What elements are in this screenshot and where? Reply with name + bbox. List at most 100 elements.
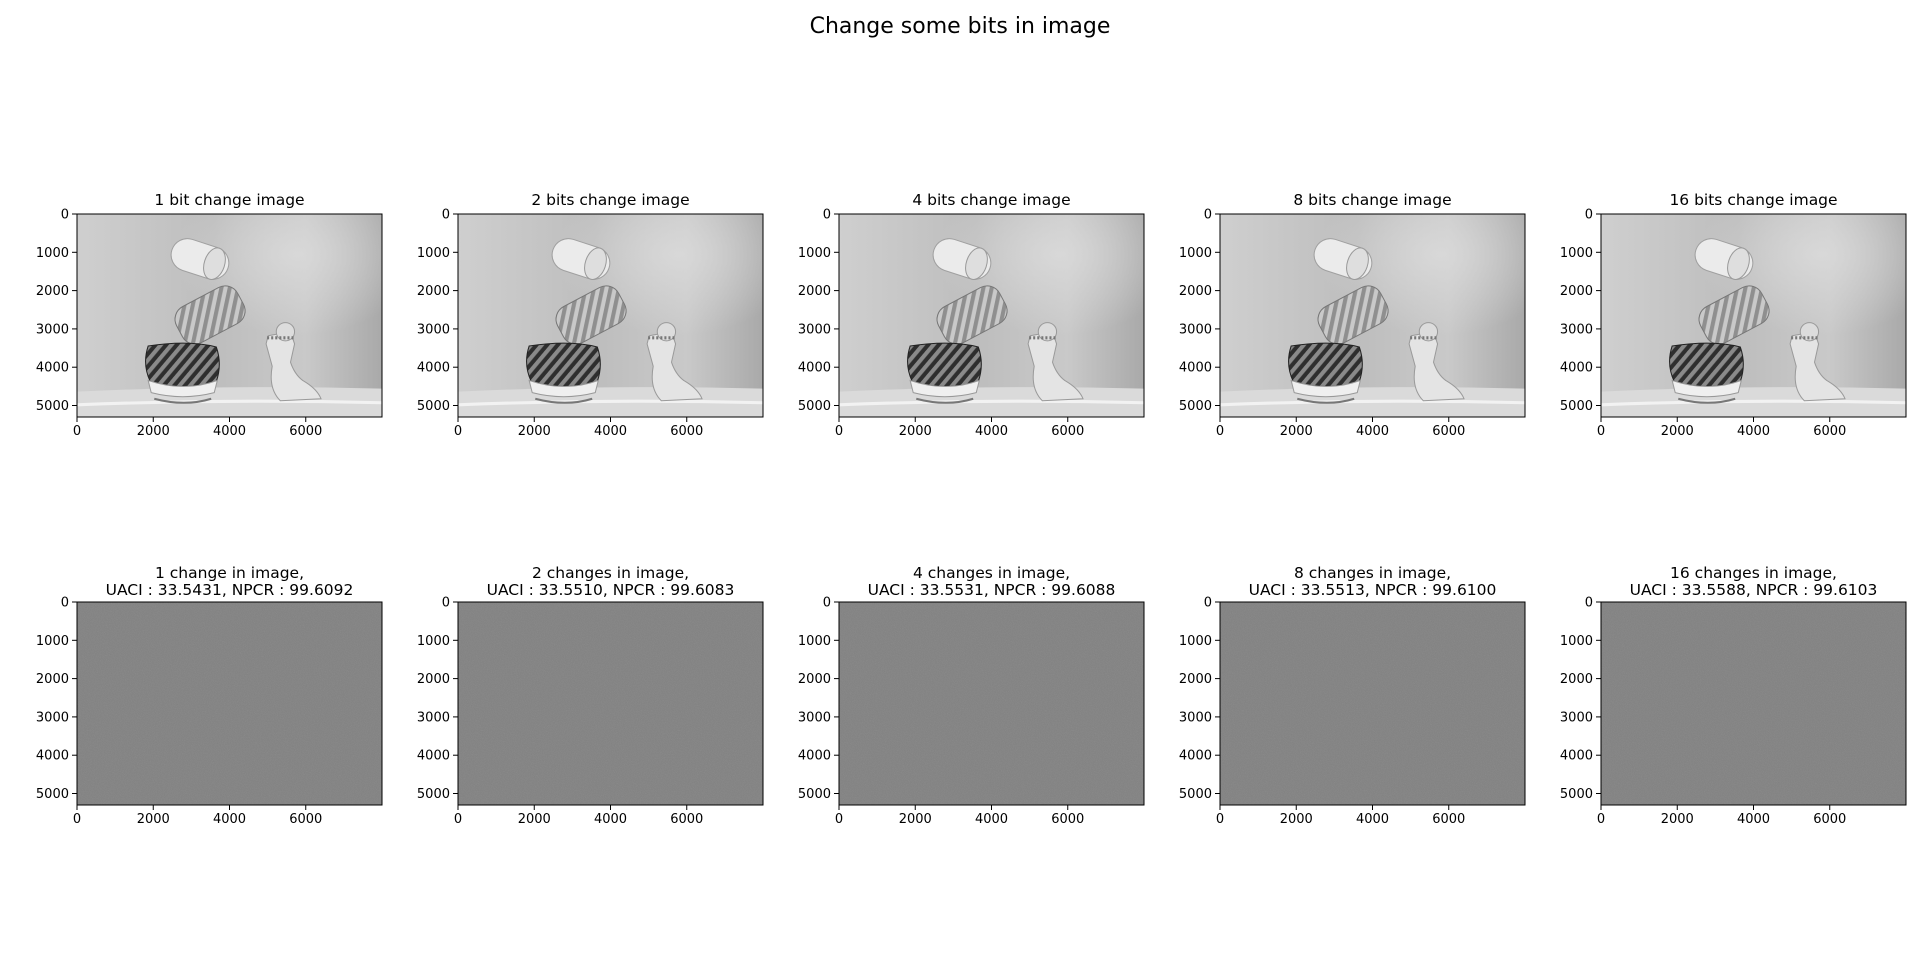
x-tick-label: 0	[73, 424, 81, 439]
y-tick-label: 4000	[36, 749, 69, 764]
y-tick-label: 1000	[798, 246, 831, 261]
noise-texture	[1220, 602, 1525, 805]
noise-texture	[458, 602, 763, 805]
y-tick-label: 2000	[36, 284, 69, 299]
x-tick-label: 2000	[137, 812, 170, 827]
x-tick-label: 4000	[213, 812, 246, 827]
photo-image	[456, 212, 765, 419]
y-tick-label: 0	[823, 596, 831, 611]
x-tick-label: 2000	[1280, 812, 1313, 827]
y-tick-label: 5000	[1560, 787, 1593, 802]
y-tick-label: 4000	[417, 749, 450, 764]
photo-image	[837, 212, 1146, 419]
y-tick-label: 3000	[798, 710, 831, 725]
subplot-metrics: UACI : 33.5431, NPCR : 99.6092	[106, 581, 354, 599]
x-tick-label: 0	[454, 424, 462, 439]
x-tick-label: 2000	[137, 424, 170, 439]
y-tick-label: 5000	[1179, 399, 1212, 414]
x-tick-label: 0	[73, 812, 81, 827]
x-tick-label: 6000	[1432, 424, 1465, 439]
x-tick-label: 4000	[975, 424, 1008, 439]
y-tick-label: 2000	[417, 284, 450, 299]
subplot-title: 2 changes in image,	[532, 564, 689, 582]
y-tick-label: 4000	[1179, 749, 1212, 764]
y-tick-label: 2000	[417, 672, 450, 687]
y-tick-label: 0	[1204, 596, 1212, 611]
noise-texture	[839, 602, 1144, 805]
x-tick-label: 4000	[975, 812, 1008, 827]
x-tick-label: 0	[1597, 424, 1605, 439]
y-tick-label: 1000	[1560, 634, 1593, 649]
x-tick-label: 6000	[1813, 424, 1846, 439]
y-tick-label: 2000	[1179, 672, 1212, 687]
x-tick-label: 0	[1216, 812, 1224, 827]
subplot-3: 0 2000 4000 6000 0 1000 2000 3000 4000 5000 4 bits…	[798, 191, 1146, 439]
subplot-title: 4 changes in image,	[913, 564, 1070, 582]
subplot-title: 4 bits change image	[912, 191, 1070, 209]
y-tick-label: 1000	[1179, 246, 1212, 261]
subplot-title: 8 bits change image	[1293, 191, 1451, 209]
subplot-8: 0 2000 4000 6000 0 1000 2000 3000 4000 5000 4 chan…	[798, 564, 1145, 827]
y-tick-label: 0	[61, 208, 69, 223]
subplot-4: 0 2000 4000 6000 0 1000 2000 3000 4000 5000 8 bits…	[1179, 191, 1527, 439]
y-tick-label: 3000	[36, 322, 69, 337]
x-tick-label: 6000	[670, 812, 703, 827]
y-tick-label: 4000	[798, 749, 831, 764]
y-tick-label: 2000	[798, 672, 831, 687]
y-tick-label: 0	[61, 596, 69, 611]
subplot-title: 16 bits change image	[1669, 191, 1837, 209]
x-tick-label: 2000	[1661, 812, 1694, 827]
x-tick-label: 4000	[1737, 812, 1770, 827]
subplot-metrics: UACI : 33.5588, NPCR : 99.6103	[1630, 581, 1878, 599]
x-tick-label: 6000	[289, 424, 322, 439]
y-tick-label: 5000	[1179, 787, 1212, 802]
y-tick-label: 3000	[36, 710, 69, 725]
y-tick-label: 4000	[798, 361, 831, 376]
x-tick-label: 4000	[1356, 812, 1389, 827]
subplot-title: 16 changes in image,	[1670, 564, 1837, 582]
x-tick-label: 2000	[899, 424, 932, 439]
y-tick-label: 2000	[36, 672, 69, 687]
subplot-6: 0 2000 4000 6000 0 1000 2000 3000 4000 5000 1 chan…	[36, 564, 383, 827]
y-tick-label: 3000	[1179, 710, 1212, 725]
y-tick-label: 5000	[36, 399, 69, 414]
subplot-1: 0 2000 4000 6000 0 1000 2000 3000 4000 5000 1 bit …	[36, 191, 384, 439]
photo-image	[1218, 212, 1527, 419]
figure-title: Change some bits in image	[809, 14, 1111, 39]
subplot-10: 0 2000 4000 6000 0 1000 2000 3000 4000 5000 16 cha…	[1560, 564, 1907, 827]
x-tick-label: 2000	[518, 812, 551, 827]
x-tick-label: 2000	[1280, 424, 1313, 439]
y-tick-label: 3000	[798, 322, 831, 337]
noise-texture	[1601, 602, 1906, 805]
y-tick-label: 5000	[798, 399, 831, 414]
photo-image	[75, 212, 384, 419]
x-tick-label: 0	[835, 424, 843, 439]
y-tick-label: 0	[1585, 596, 1593, 611]
x-tick-label: 6000	[1813, 812, 1846, 827]
subplot-title: 2 bits change image	[531, 191, 689, 209]
y-tick-label: 2000	[1179, 284, 1212, 299]
x-tick-label: 0	[1216, 424, 1224, 439]
y-tick-label: 4000	[417, 361, 450, 376]
y-tick-label: 5000	[417, 399, 450, 414]
x-tick-label: 0	[454, 812, 462, 827]
y-tick-label: 0	[442, 208, 450, 223]
y-tick-label: 0	[442, 596, 450, 611]
x-tick-label: 0	[1597, 812, 1605, 827]
subplot-metrics: UACI : 33.5510, NPCR : 99.6083	[487, 581, 735, 599]
y-tick-label: 1000	[1179, 634, 1212, 649]
subplot-title: 1 change in image,	[155, 564, 304, 582]
y-tick-label: 3000	[417, 710, 450, 725]
y-tick-label: 5000	[798, 787, 831, 802]
y-tick-label: 2000	[1560, 672, 1593, 687]
y-tick-label: 1000	[36, 246, 69, 261]
x-tick-label: 6000	[1051, 424, 1084, 439]
y-tick-label: 4000	[1560, 361, 1593, 376]
subplot-metrics: UACI : 33.5513, NPCR : 99.6100	[1249, 581, 1497, 599]
y-tick-label: 1000	[417, 634, 450, 649]
y-tick-label: 1000	[1560, 246, 1593, 261]
y-tick-label: 4000	[1179, 361, 1212, 376]
y-tick-label: 2000	[798, 284, 831, 299]
y-tick-label: 3000	[1560, 710, 1593, 725]
